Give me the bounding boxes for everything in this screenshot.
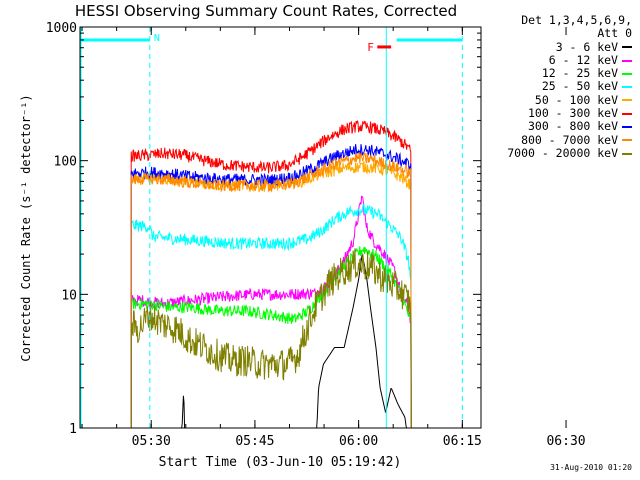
series-line-2 xyxy=(130,246,412,429)
legend-swatch xyxy=(622,112,632,115)
x-tick-label: 06:30 xyxy=(546,434,585,449)
y-tick-label: 1 xyxy=(69,422,77,437)
legend-entry-label: 12 - 25 keV xyxy=(541,66,618,81)
legend-swatch xyxy=(622,46,632,49)
x-tick-label: 05:30 xyxy=(132,434,171,449)
legend-swatch xyxy=(622,152,632,155)
legend-entry-label: 800 - 7000 keV xyxy=(521,132,618,147)
x-axis-label: Start Time (03-Jun-10 05:19:42) xyxy=(159,455,402,470)
series-line-3 xyxy=(130,203,412,429)
footer-timestamp: 31-Aug-2010 01:20 xyxy=(550,463,632,472)
legend-entry-label: 100 - 300 keV xyxy=(527,106,618,121)
legend: Det 1,3,4,5,6,9, Att 0 3 - 6 keV 6 - 12 k… xyxy=(467,13,632,161)
y-axis-label: Corrected Count Rate (s⁻¹ detector⁻¹) xyxy=(19,94,33,361)
legend-entry-label: 3 - 6 keV xyxy=(555,39,618,54)
legend-entry-label: 7000 - 20000 keV xyxy=(507,145,618,160)
legend-entry: 6 - 12 keV xyxy=(467,52,632,67)
legend-entry: 25 - 50 keV xyxy=(467,80,632,93)
series-line-8 xyxy=(130,248,412,429)
x-tick-label: 06:00 xyxy=(339,434,378,449)
legend-swatch xyxy=(622,126,632,129)
legend-header-detectors: Det 1,3,4,5,6,9, xyxy=(521,13,632,27)
legend-swatch xyxy=(622,99,632,102)
legend-swatch xyxy=(622,139,632,142)
annotation-layer: NF xyxy=(80,27,463,428)
legend-entry: 50 - 100 keV xyxy=(467,92,632,107)
legend-entry: 12 - 25 keV xyxy=(467,66,632,81)
x-tick-label: 05:45 xyxy=(235,434,274,449)
chart-title: HESSI Observing Summary Count Rates, Cor… xyxy=(75,2,457,20)
legend-entry-label: 300 - 800 keV xyxy=(527,119,618,134)
x-tick-label: 06:15 xyxy=(443,434,482,449)
legend-swatch xyxy=(622,86,632,89)
legend-entry: 7000 - 20000 keV xyxy=(467,145,632,160)
legend-rows: 3 - 6 keV 6 - 12 keV 12 - 25 keV 25 - 50 ke… xyxy=(467,39,632,161)
plot-frame xyxy=(79,26,482,429)
legend-entry-label: 50 - 100 keV xyxy=(534,92,618,107)
flare-label: F xyxy=(367,41,374,54)
series-line-6 xyxy=(130,144,412,429)
legend-entry-label: 6 - 12 keV xyxy=(548,52,618,67)
legend-entry: 100 - 300 keV xyxy=(467,106,632,121)
legend-swatch xyxy=(622,59,632,62)
legend-entry: 3 - 6 keV xyxy=(467,39,632,54)
y-tick-label: 10 xyxy=(61,288,77,303)
legend-swatch xyxy=(622,72,632,75)
y-tick-label: 1000 xyxy=(46,21,77,36)
series-line-7 xyxy=(130,152,412,429)
legend-entry: 300 - 800 keV xyxy=(467,120,632,133)
y-tick-label: 100 xyxy=(54,155,77,170)
legend-header-attenuator: Att 0 xyxy=(597,26,632,41)
series-line-5 xyxy=(130,120,412,429)
night-label: N xyxy=(154,33,160,44)
series-layer xyxy=(130,120,412,429)
legend-entry: 800 - 7000 keV xyxy=(467,132,632,147)
legend-entry-label: 25 - 50 keV xyxy=(541,79,618,94)
